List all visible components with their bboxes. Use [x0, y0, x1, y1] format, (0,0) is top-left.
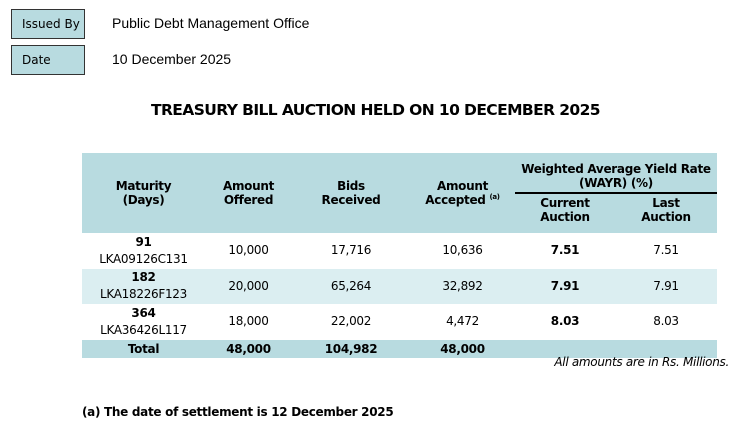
table-row: 91 LKA09126C131 10,000 17,716 10,636 7.51 7.…	[99, 234, 679, 266]
col-wayr: Weighted Average Yield Rate (WAYR) (%)	[515, 153, 717, 194]
issued-by-label: Issued By	[11, 9, 85, 39]
issued-by-value: Public Debt Management Office	[112, 15, 310, 31]
date-value: 10 December 2025	[112, 51, 232, 67]
table-row: 364 LKA36426L117 18,000 22,002 4,472 8.03 8.…	[100, 305, 679, 337]
col-bids: Bids Received	[292, 153, 410, 233]
auction-table: Maturity (Days) Amount Offered Bids Receive…	[82, 153, 717, 358]
col-current: Current Auction	[515, 193, 615, 233]
col-offered: Amount Offered	[205, 153, 292, 233]
table-row: 182 LKA18226F123 20,000 65,264 32,892 7.91 7…	[82, 268, 717, 304]
settlement-footnote: (a) The date of settlement is 12 Decembe…	[82, 405, 394, 419]
date-label: Date	[11, 45, 85, 75]
col-maturity: Maturity (Days)	[82, 153, 205, 233]
page-title: TREASURY BILL AUCTION HELD ON 10 DECEMBE…	[151, 101, 601, 119]
col-accepted: Amount Accepted (a)	[410, 153, 515, 233]
amounts-note: All amounts are in Rs. Millions.	[554, 355, 729, 369]
col-last: Last Auction	[615, 193, 717, 233]
total-row: Total 48,000 104,982 48,000	[82, 339, 717, 358]
